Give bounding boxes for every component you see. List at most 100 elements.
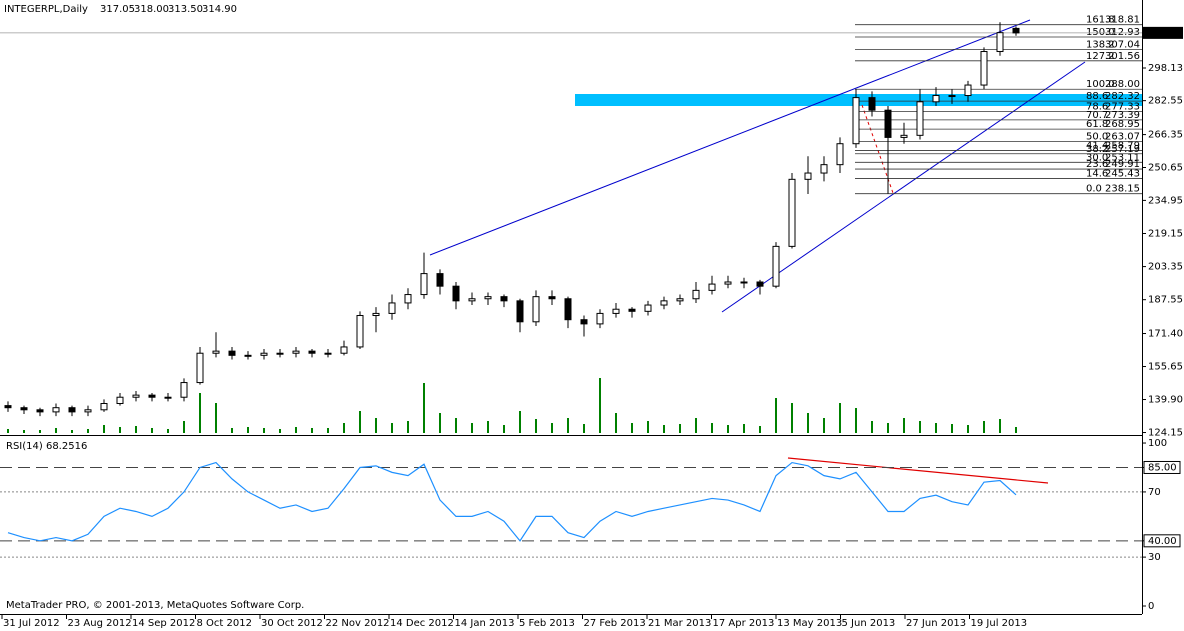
rsi-tick-label: 40.00 bbox=[1148, 536, 1177, 547]
fib-price-label: 307.04 bbox=[1105, 39, 1140, 50]
fib-level-label: 138.2 bbox=[1086, 39, 1115, 50]
fib-level-label: 100.0 bbox=[1086, 79, 1115, 90]
fib-price-label: 301.56 bbox=[1105, 51, 1140, 62]
y-tick-label: 234.95 bbox=[1148, 195, 1183, 206]
candle-body bbox=[628, 308, 636, 312]
candle-body bbox=[228, 350, 236, 356]
candle-body bbox=[964, 84, 972, 97]
candle-body bbox=[356, 315, 364, 348]
y-tick-label: 155.65 bbox=[1148, 362, 1183, 373]
candle-body bbox=[468, 298, 476, 302]
candle-body bbox=[388, 302, 396, 314]
candle-body bbox=[148, 394, 156, 398]
candle-body bbox=[948, 95, 956, 98]
y-tick-label: 187.55 bbox=[1148, 295, 1183, 306]
header-high: 318.00 bbox=[134, 4, 169, 15]
y-tick-label: 124.15 bbox=[1148, 428, 1183, 439]
fib-price-label: 238.15 bbox=[1105, 184, 1140, 195]
last-price-label: 314.90 bbox=[1147, 28, 1182, 39]
candle-body bbox=[516, 300, 524, 323]
candle-body bbox=[532, 296, 540, 323]
fib-level-label: 161.8 bbox=[1086, 15, 1115, 26]
candle-body bbox=[612, 308, 620, 314]
candle-body bbox=[340, 346, 348, 354]
fib-level-label: 78.6 bbox=[1086, 102, 1108, 113]
y-tick-label: 298.13 bbox=[1148, 63, 1183, 74]
fib-price-label: 268.95 bbox=[1105, 119, 1140, 130]
candle-body bbox=[676, 298, 684, 302]
lower-trendline bbox=[721, 61, 1086, 313]
fib-level-label: 14.6 bbox=[1086, 168, 1108, 179]
x-tick-label: 30 Oct 2012 bbox=[261, 618, 323, 629]
candle-body bbox=[596, 312, 604, 325]
candle-body bbox=[404, 294, 412, 304]
fib-price-label: 258.79 bbox=[1105, 140, 1140, 151]
candle-body bbox=[276, 352, 284, 355]
candle-body bbox=[36, 409, 44, 413]
candle-body bbox=[772, 245, 780, 287]
candle-body bbox=[564, 298, 572, 321]
fib-level-label: 38.2 bbox=[1086, 144, 1108, 155]
x-tick-label: 23 Aug 2012 bbox=[68, 618, 132, 629]
candle-body bbox=[308, 350, 316, 354]
candle-body bbox=[500, 296, 508, 302]
candle-body bbox=[68, 407, 76, 413]
x-tick-label: 27 Feb 2013 bbox=[584, 618, 646, 629]
candle-body bbox=[244, 354, 252, 357]
candle-body bbox=[116, 396, 124, 405]
x-tick-label: 14 Sep 2012 bbox=[132, 618, 195, 629]
candle-body bbox=[644, 304, 652, 312]
candle-body bbox=[756, 281, 764, 287]
fib-price-label: 277.33 bbox=[1105, 102, 1140, 113]
rsi-tick-label: 0 bbox=[1148, 601, 1154, 612]
y-tick-label: 282.55 bbox=[1148, 96, 1183, 107]
fib-level-label: 61.8 bbox=[1086, 119, 1108, 130]
x-tick-label: 13 May 2013 bbox=[777, 618, 842, 629]
candle-body bbox=[324, 352, 332, 355]
candle-body bbox=[1012, 27, 1020, 34]
x-tick-label: 14 Dec 2012 bbox=[390, 618, 454, 629]
candle-body bbox=[820, 164, 828, 174]
candle-body bbox=[916, 101, 924, 136]
candle-body bbox=[708, 283, 716, 291]
candle-body bbox=[452, 285, 460, 302]
candle-body bbox=[372, 312, 380, 317]
candle-body bbox=[740, 281, 748, 284]
fib-level-label: 88.6 bbox=[1086, 91, 1108, 102]
candle-body bbox=[692, 289, 700, 300]
candle-body bbox=[436, 273, 444, 287]
x-tick-label: 14 Jan 2013 bbox=[455, 618, 515, 629]
header-close: 314.90 bbox=[202, 4, 237, 15]
header-low: 313.50 bbox=[168, 4, 203, 15]
y-tick-label: 266.35 bbox=[1148, 130, 1183, 141]
x-tick-label: 31 Jul 2012 bbox=[3, 618, 60, 629]
candle-body bbox=[996, 32, 1004, 53]
candle-body bbox=[852, 97, 860, 145]
level-label-box bbox=[1143, 460, 1181, 474]
candle-body bbox=[932, 95, 940, 103]
x-tick-label: 27 Jun 2013 bbox=[906, 618, 966, 629]
candle-body bbox=[868, 97, 876, 111]
rsi-tick-label: 70 bbox=[1148, 487, 1161, 498]
x-tick-label: 22 Nov 2012 bbox=[326, 618, 390, 629]
candle-body bbox=[580, 319, 588, 325]
fib-price-label: 318.81 bbox=[1105, 15, 1140, 26]
candle-body bbox=[900, 134, 908, 138]
candle-body bbox=[180, 382, 188, 398]
level-label-box bbox=[1143, 534, 1181, 548]
chart-title: INTEGERPL,Daily bbox=[4, 4, 88, 15]
candle-body bbox=[980, 51, 988, 86]
candle-body bbox=[132, 394, 140, 398]
candle-body bbox=[4, 405, 12, 409]
candle-body bbox=[20, 407, 28, 411]
rsi-trendline bbox=[787, 457, 1049, 484]
header-open: 317.05 bbox=[100, 4, 135, 15]
x-tick-label: 19 Jul 2013 bbox=[971, 618, 1028, 629]
candle-body bbox=[212, 350, 220, 354]
fib-level-label: 41.4 bbox=[1086, 140, 1108, 151]
x-tick-label: 21 Mar 2013 bbox=[648, 618, 711, 629]
candle-body bbox=[884, 109, 892, 138]
candle-body bbox=[164, 396, 172, 399]
last-price-box bbox=[1143, 26, 1183, 39]
x-tick-label: 5 Feb 2013 bbox=[519, 618, 575, 629]
